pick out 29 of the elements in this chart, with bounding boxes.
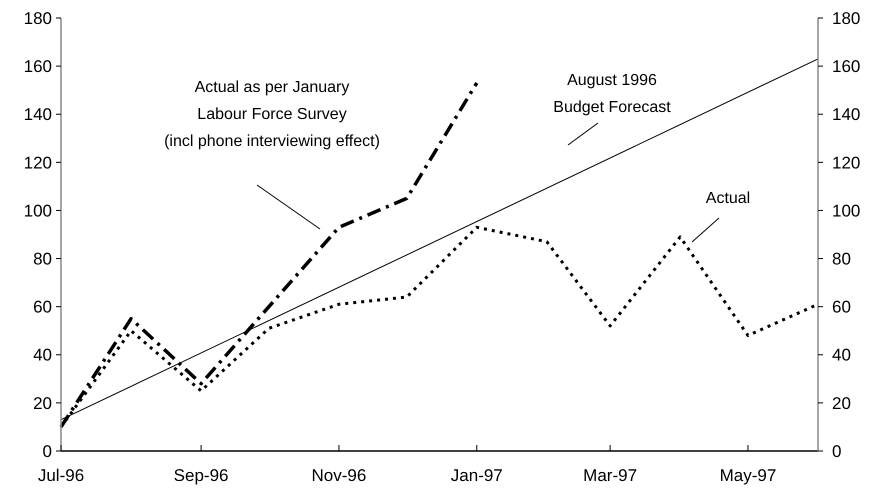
x-tick-label: May-97 [720,466,776,485]
y2-tick-label: 0 [832,442,842,461]
y2-tick-label: 40 [832,346,851,365]
y-tick-label: 100 [24,201,52,220]
annotation: Actual as per January Labour Force Survey (incl phone interviewing effect) [164,79,380,150]
annotation: August 1996 Budget Forecast [553,72,672,116]
x-tick-label: Sep-96 [174,466,229,485]
x-tick-label: Jul-96 [38,466,84,485]
y2-tick-label: 160 [832,57,860,76]
x-tick-label: Nov-96 [312,466,366,485]
x-tick-label: Mar-97 [583,466,638,485]
x-tick-label: Jan-97 [450,466,503,485]
y2-tick-label: 60 [832,298,851,317]
y2-tick-label: 120 [832,153,860,172]
y2-tick-label: 180 [832,8,860,28]
y-tick-label: 80 [33,250,52,269]
y-tick-label: 120 [24,153,52,172]
y-tick-label: 60 [33,298,52,317]
y-tick-label: 160 [24,57,52,76]
y-tick-label: 0 [42,442,52,461]
y-tick-label: 140 [24,105,52,124]
y-tick-label: 180 [24,8,52,28]
y-tick-label: 40 [33,346,52,365]
y2-tick-label: 20 [832,394,851,413]
y2-tick-label: 140 [832,105,860,124]
y2-tick-label: 100 [832,201,860,220]
annotation: Actual [706,190,750,207]
y2-tick-label: 80 [832,250,851,269]
y-tick-label: 20 [33,394,52,413]
